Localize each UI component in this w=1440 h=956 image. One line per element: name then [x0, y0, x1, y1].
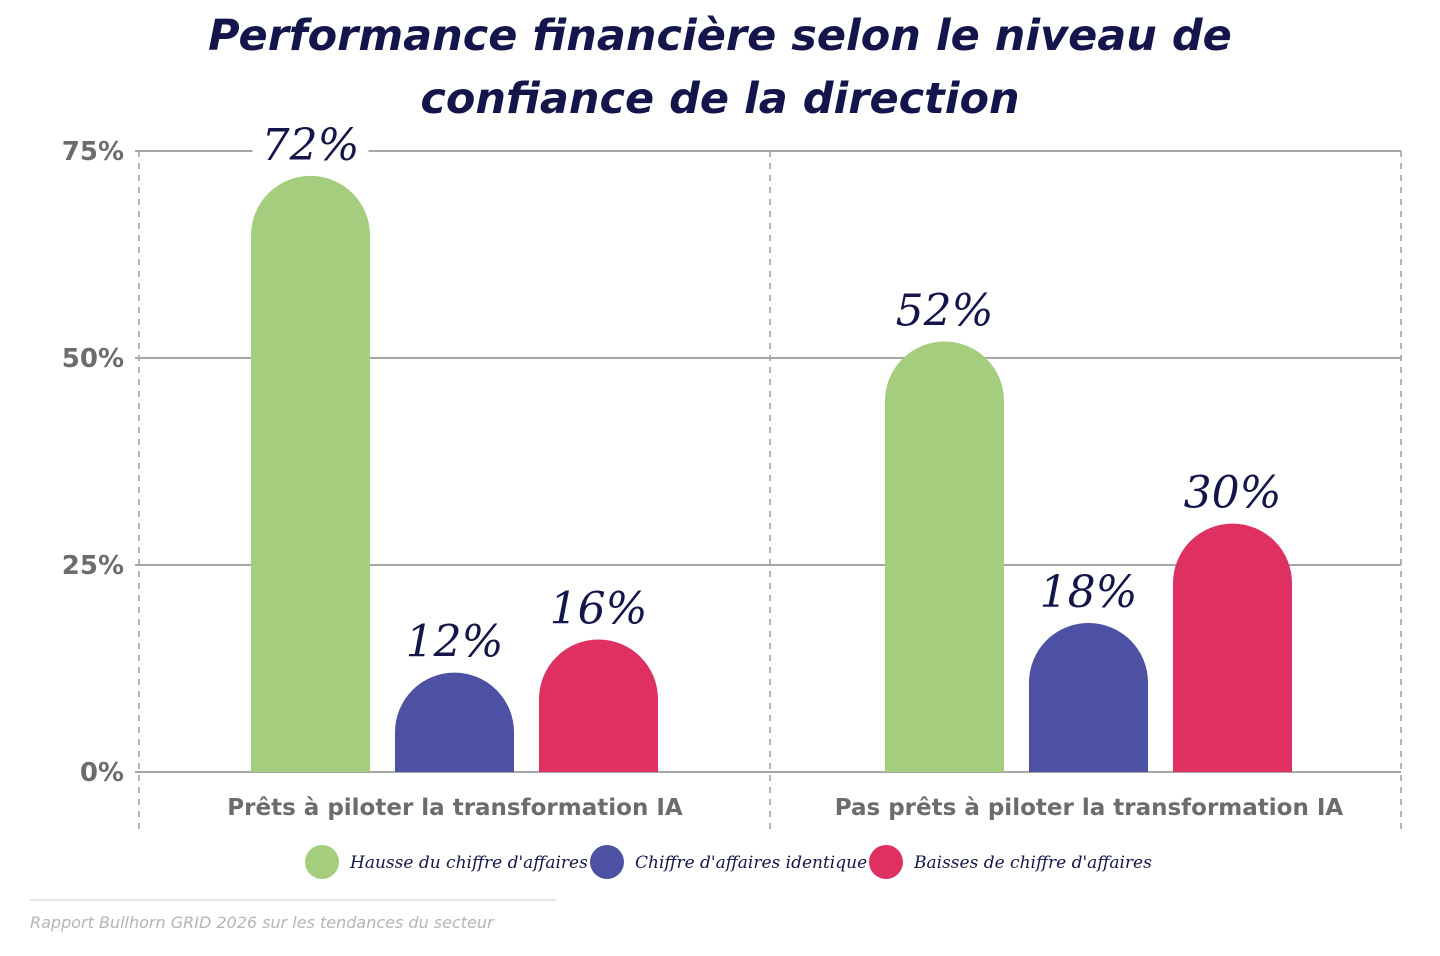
label-backdrop	[252, 121, 369, 168]
value-label-s2-c1: 30%	[1184, 468, 1282, 519]
y-tick-label-2: 50%	[62, 344, 124, 374]
legend: Hausse du chiffre d'affaires Chiffre d'af…	[305, 845, 1152, 879]
bar-s1-c1	[1029, 622, 1148, 772]
bar-s2-c0	[539, 639, 658, 772]
bars	[251, 175, 1292, 772]
value-labels: 72% 52% 12% 18% 16% 30%	[252, 120, 1282, 668]
bar-s1-c0	[395, 672, 514, 772]
axes: 0% 25% 50% 75% Prêts à piloter la transforma…	[62, 137, 1344, 821]
value-label-s1-c1: 18%	[1040, 567, 1138, 618]
category-label-1: Pas prêts à piloter la transformation IA	[835, 795, 1344, 821]
bar-s0-c0	[251, 175, 370, 772]
y-tick-label-0: 0%	[80, 758, 124, 788]
bar-s0-c1	[885, 341, 1004, 772]
legend-swatch-1	[590, 845, 624, 879]
value-label-s0-c0: 72%	[262, 120, 360, 171]
legend-swatch-0	[305, 845, 339, 879]
value-label-s1-c0: 12%	[406, 617, 504, 668]
y-tick-label-3: 75%	[62, 137, 124, 167]
chart-title-line-2: confiance de la direction	[420, 74, 1019, 124]
value-label-s2-c0: 16%	[550, 584, 648, 635]
bar-s2-c1	[1173, 523, 1292, 772]
value-label-s0-c1: 52%	[896, 285, 994, 336]
legend-label-1: Chiffre d'affaires identique	[635, 853, 867, 873]
y-tick-label-1: 25%	[62, 551, 124, 581]
legend-label-2: Baisses de chiffre d'affaires	[913, 853, 1152, 873]
legend-label-0: Hausse du chiffre d'affaires	[349, 853, 588, 873]
legend-swatch-2	[869, 845, 903, 879]
category-label-0: Prêts à piloter la transformation IA	[227, 795, 683, 821]
source-note: Rapport Bullhorn GRID 2026 sur les tenda…	[30, 913, 495, 932]
chart-title-line-1: Performance financière selon le niveau d…	[208, 11, 1232, 61]
